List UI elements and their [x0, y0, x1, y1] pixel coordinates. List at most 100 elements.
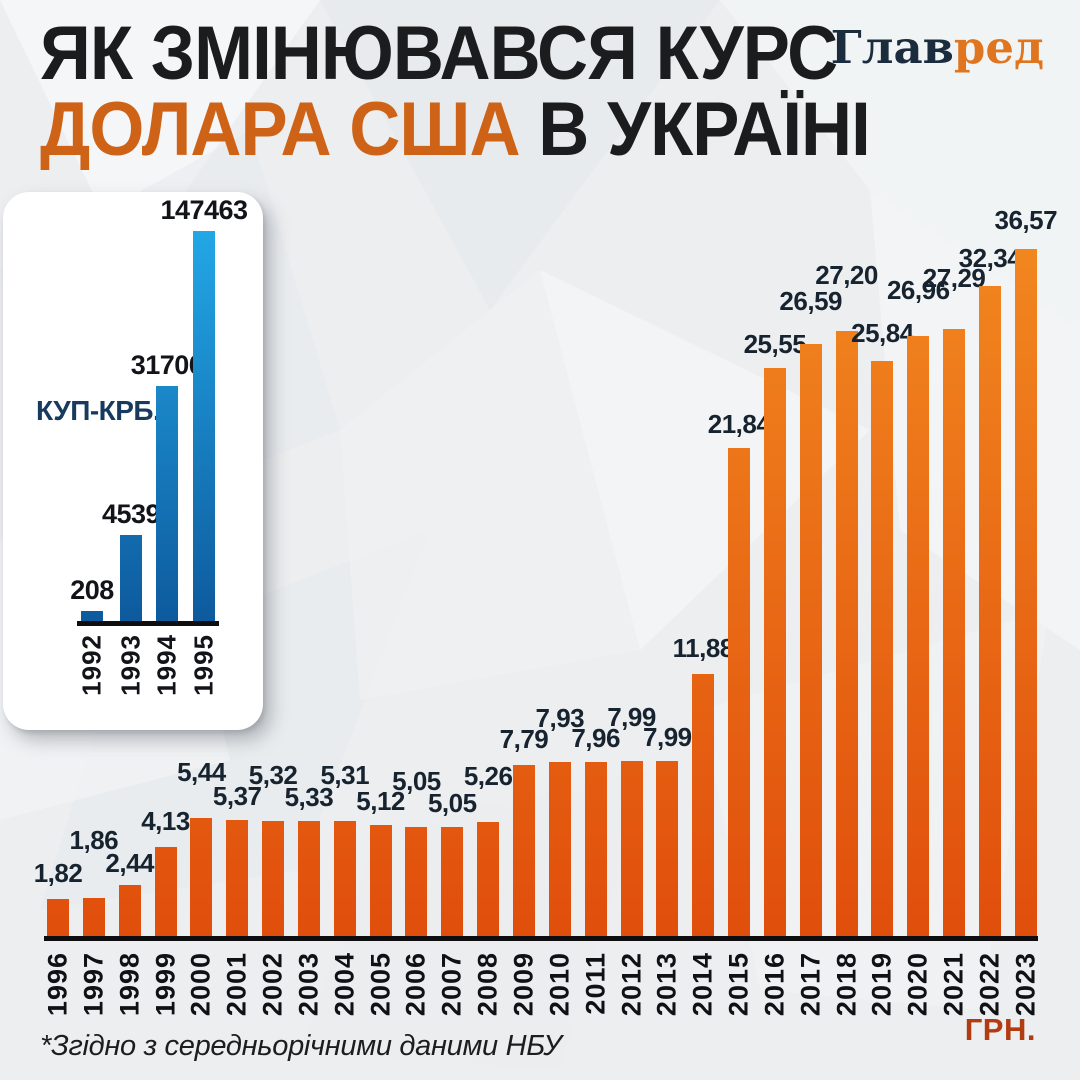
bar-2018: [835, 331, 858, 940]
bar-group-2003: 5,33 2003: [285, 240, 334, 1016]
year-label-2004: 2004: [329, 952, 360, 1017]
bar-group-1997: 1,86 1997: [70, 240, 119, 1016]
bar-1998: [118, 885, 141, 940]
inset-value-label-1992: 208: [70, 575, 114, 605]
inset-value-label-1994: 31700: [130, 350, 204, 380]
bar-2005: [369, 825, 392, 940]
bar-group-2005: 5,12 2005: [356, 240, 405, 1016]
bar-group-2001: 5,37 2001: [213, 240, 262, 1016]
value-label-2014: 11,88: [672, 633, 735, 663]
inset-chart-axis: [77, 621, 219, 626]
bar-2019: [871, 361, 894, 940]
bar-2016: [763, 368, 786, 940]
inset-year-label-1994: 1994: [151, 634, 182, 696]
bar-group-2015: 21,84 2015: [708, 240, 771, 1016]
bar-group-2023: 36,57 2023: [994, 205, 1057, 1016]
bar-group-2020: 26,96 2020: [887, 240, 950, 1016]
page-title-line1: ЯК ЗМІНЮВАВСЯ КУРС: [40, 16, 838, 92]
source-footnote: *Згідно з середньорічними даними НБУ: [40, 1030, 562, 1062]
bar-group-2004: 5,31 2004: [320, 240, 369, 1016]
bar-group-2016: 25,55 2016: [744, 240, 807, 1016]
year-label-2018: 2018: [831, 952, 862, 1017]
year-label-1998: 1998: [114, 952, 145, 1017]
bar-2017: [799, 344, 822, 940]
title-text-black: ЯК ЗМІНЮВАВСЯ КУРС: [40, 11, 838, 96]
year-label-2023: 2023: [1010, 952, 1041, 1017]
bar-group-2009: 7,79 2009: [500, 240, 549, 1016]
bar-group-2012: 7,99 2012: [607, 240, 656, 1016]
bar-1999: [154, 847, 177, 940]
inset-bar-1994: [156, 386, 178, 623]
year-label-2017: 2017: [795, 952, 826, 1017]
bar-2013: [656, 761, 679, 940]
inset-chart-bars: 208 1992 4539 1993 31700 1994 147463 1995: [3, 192, 263, 730]
bar-group-2019: 25,84 2019: [851, 240, 914, 1016]
year-label-2007: 2007: [436, 952, 467, 1017]
value-label-2019: 25,84: [851, 318, 914, 348]
bar-2010: [548, 762, 571, 940]
bar-2021: [943, 329, 966, 940]
bar-group-2018: 27,20 2018: [815, 240, 878, 1016]
main-chart-bars: 1,82 1996 1,86 1997 2,44 1998 4,13 1999 5,44 2000…: [34, 205, 1058, 1016]
value-label-2000: 5,44: [177, 757, 226, 787]
bar-group-2022: 32,34 2022: [959, 240, 1022, 1016]
value-label-2018: 27,20: [815, 260, 878, 290]
bar-2004: [333, 821, 356, 940]
inset-value-label-1993: 4539: [101, 499, 161, 529]
year-label-2010: 2010: [544, 952, 575, 1017]
year-label-2000: 2000: [185, 952, 216, 1017]
bar-2023: [1014, 249, 1037, 940]
year-label-2012: 2012: [616, 952, 646, 1017]
value-label-2003: 5,33: [284, 782, 334, 812]
bar-2009: [512, 765, 535, 940]
title-text-orange: ДОЛАРА США: [40, 87, 521, 172]
bar-group-2006: 5,05 2006: [392, 240, 441, 1016]
value-label-2005: 5,12: [356, 786, 405, 816]
bar-2015: [728, 448, 751, 940]
logo-part-orange: ред: [953, 21, 1044, 74]
year-label-2008: 2008: [472, 952, 503, 1017]
value-label-2022: 32,34: [958, 243, 1022, 273]
title-text-black-2: В УКРАЇНІ: [538, 87, 871, 172]
glavred-logo: Главред: [831, 24, 1044, 72]
inset-bar-1993: [120, 535, 142, 623]
inset-year-label-1993: 1993: [115, 634, 146, 696]
year-label-2016: 2016: [759, 952, 790, 1017]
value-label-2001: 5,37: [212, 781, 262, 811]
value-label-2013: 7,99: [643, 722, 692, 752]
logo-part-dark: Глав: [830, 21, 954, 74]
bar-2006: [405, 827, 428, 940]
currency-unit-label: ГРН.: [964, 1012, 1036, 1047]
bar-2007: [441, 827, 464, 940]
value-label-2012: 7,99: [607, 702, 656, 732]
value-label-1999: 4,13: [141, 806, 190, 836]
year-label-1996: 1996: [42, 952, 73, 1017]
bar-group-2002: 5,32 2002: [249, 240, 298, 1016]
year-label-2003: 2003: [293, 952, 324, 1017]
bar-group-2010: 7,93 2010: [536, 240, 585, 1016]
bar-group-1996: 1,82 1996: [34, 240, 83, 1016]
value-label-2020: 26,96: [886, 275, 950, 305]
bar-2022: [978, 286, 1001, 940]
value-label-2004: 5,31: [320, 760, 370, 790]
year-label-2015: 2015: [723, 952, 754, 1017]
year-label-2020: 2020: [902, 952, 933, 1017]
inset-year-label-1992: 1992: [76, 634, 107, 696]
year-label-2013: 2013: [651, 952, 682, 1017]
year-label-1997: 1997: [78, 952, 109, 1017]
value-label-1998: 2,44: [105, 848, 154, 878]
main-chart-axis: [44, 936, 1038, 941]
bar-1996: [47, 899, 69, 940]
bar-group-2000: 5,44 2000: [177, 240, 226, 1016]
bar-group-1998: 2,44 1998: [105, 240, 154, 1016]
inset-bar-1992: [81, 611, 103, 623]
inset-year-label-1995: 1995: [188, 634, 219, 696]
bar-group-1999: 4,13 1999: [141, 240, 190, 1016]
inset-chart-card: КУП-КРБ. 208 1992 4539 1993 31700 1994 147463 1…: [3, 192, 263, 730]
value-label-2010: 7,93: [535, 703, 585, 733]
value-label-1997: 1,86: [69, 825, 119, 855]
bar-group-2017: 26,59 2017: [779, 240, 842, 1016]
year-label-2002: 2002: [257, 952, 288, 1017]
bar-2002: [262, 821, 285, 940]
